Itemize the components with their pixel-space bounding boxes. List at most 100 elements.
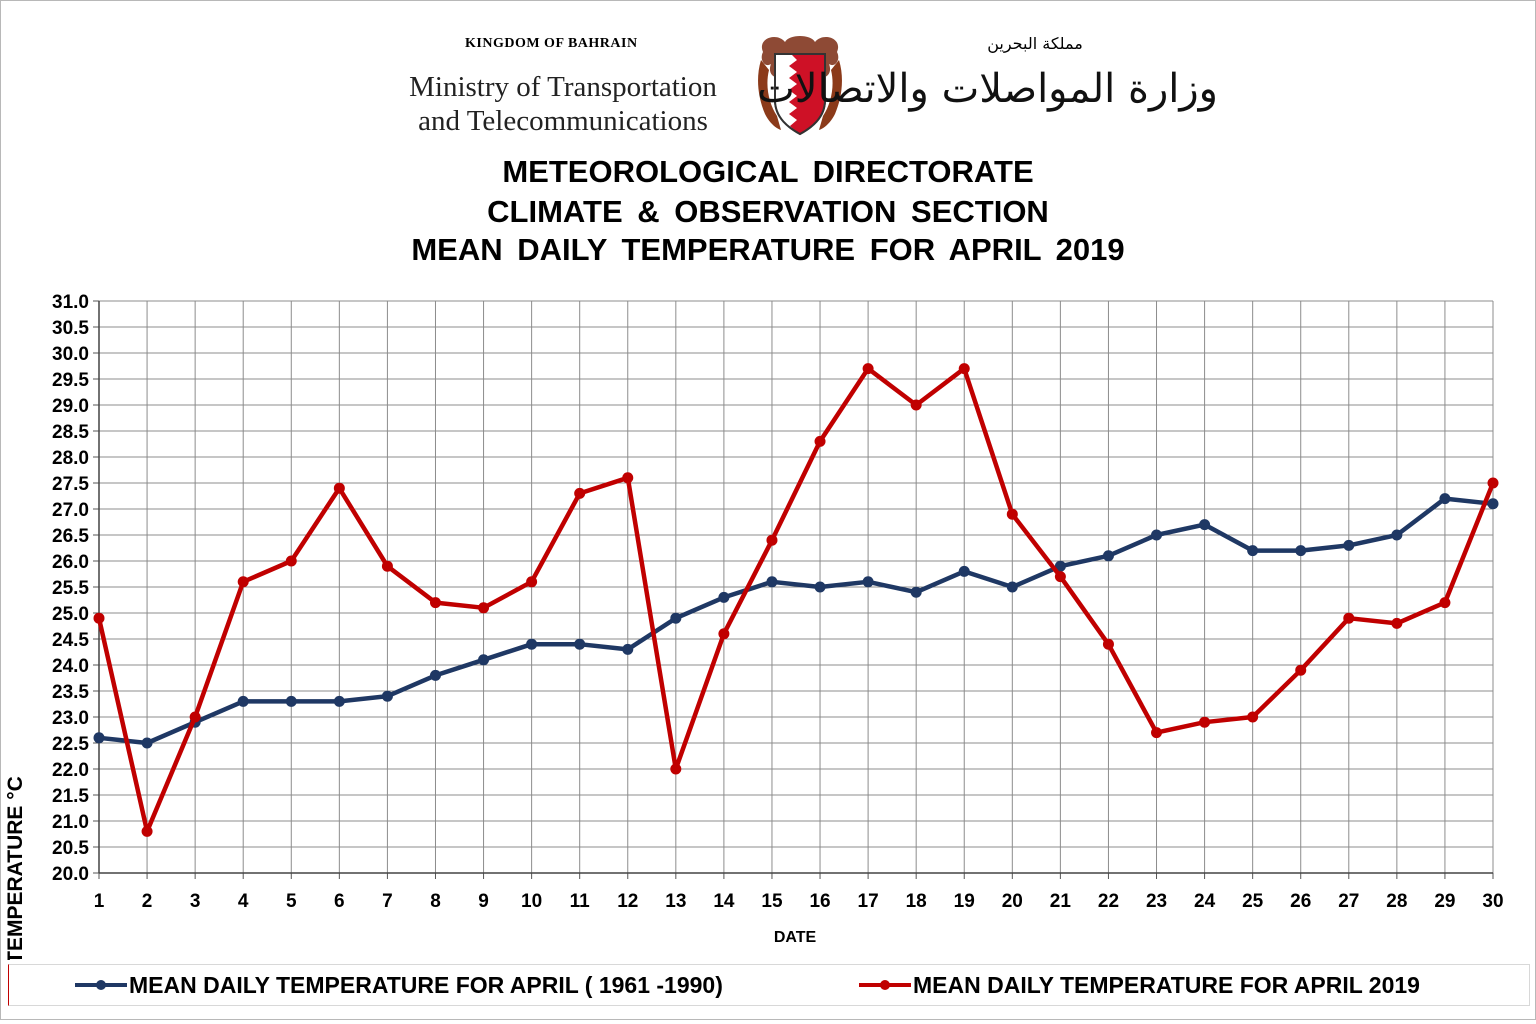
data-point [1006,581,1018,593]
chart-title-line-2: CLIMATE & OBSERVATION SECTION [487,194,1049,229]
temperature-line-chart: 20.0 20.5 21.0 21.5 22.0 22.5 23.0 23.5 24.0 24.5… [4,292,1504,960]
y-tick-label: 31.0 [52,292,89,313]
data-point [1391,529,1403,541]
y-tick-label: 21.0 [52,812,89,833]
y-tick-label: 20.5 [52,838,89,859]
legend-swatch-2019 [859,980,911,990]
y-tick-label: 30.5 [52,318,89,339]
data-point [1102,550,1114,562]
data-point [958,363,970,375]
data-point [1295,664,1307,676]
kingdom-label: KINGDOM OF BAHRAIN [465,36,638,51]
data-point [622,643,634,655]
series-line-0 [98,496,1494,746]
data-point [333,695,345,707]
x-tick-label: 18 [906,891,927,912]
x-tick-label: 9 [478,891,489,912]
x-tick-label: 14 [713,891,735,912]
series-0 [93,493,1499,749]
data-point [622,472,634,484]
data-point [285,695,297,707]
data-point [958,565,970,577]
chart-series [93,363,1499,837]
x-tick-label: 19 [954,891,975,912]
data-point [93,732,105,744]
data-point [670,763,682,775]
x-tick-label: 17 [858,891,879,912]
y-axis-label: TEMPERATURE °C [4,776,27,960]
y-tick-label: 26.0 [52,552,89,573]
data-point [1054,571,1066,583]
data-point [1343,539,1355,551]
data-point [1247,711,1259,723]
x-tick-label: 11 [570,891,591,912]
data-point [1439,493,1451,505]
x-tick-label: 27 [1338,891,1359,912]
series-1 [93,363,1499,837]
y-tick-label: 21.5 [52,786,89,807]
data-point [1343,612,1355,624]
x-tick-label: 28 [1386,891,1407,912]
data-point [862,576,874,588]
x-tick-label: 6 [334,891,345,912]
data-point [1151,727,1163,739]
data-point [237,576,249,588]
y-tick-label: 27.0 [52,500,89,521]
y-tick-label: 22.5 [52,734,89,755]
y-tick-label: 28.0 [52,448,89,469]
data-point [1199,716,1211,728]
data-point [718,628,730,640]
y-tick-label: 24.5 [52,630,89,651]
data-point [237,695,249,707]
data-point [862,363,874,375]
data-point [1006,508,1018,520]
legend-label-2019: MEAN DAILY TEMPERATURE FOR APRIL 2019 [913,971,1420,998]
x-tick-label: 12 [617,891,638,912]
x-tick-label: 10 [521,891,542,912]
y-tick-label: 26.5 [52,526,89,547]
data-point [1054,560,1066,572]
data-point [1102,638,1114,650]
y-tick-label: 28.5 [52,422,89,443]
data-point [1151,529,1163,541]
data-point [429,669,441,681]
ministry-name-line-2: and Telecommunications [418,105,708,137]
data-point [526,638,538,650]
data-point [1391,617,1403,629]
y-tick-label: 29.5 [52,370,89,391]
data-point [141,825,153,837]
data-point [1295,545,1307,557]
x-tick-label: 3 [190,891,201,912]
x-tick-label: 29 [1434,891,1455,912]
data-point [574,487,586,499]
x-tick-label: 7 [382,891,393,912]
data-point [526,576,538,588]
y-tick-label: 22.0 [52,760,89,781]
legend-label-normal: MEAN DAILY TEMPERATURE FOR APRIL ( 1961 … [129,971,723,998]
x-tick-label: 5 [286,891,297,912]
data-point [429,597,441,609]
arabic-ministry-name: وزارة المواصلات والاتصالات [757,66,1218,112]
chart-title-line-1: METEOROLOGICAL DIRECTORATE [502,154,1034,189]
x-tick-label: 23 [1146,891,1167,912]
series-line-1 [96,366,1496,834]
x-tick-label: 1 [94,891,105,912]
data-point [381,690,393,702]
data-point [381,560,393,572]
chart-grid [98,300,1494,874]
data-point [478,654,490,666]
legend-item-normal: MEAN DAILY TEMPERATURE FOR APRIL ( 1961 … [73,965,723,1005]
data-point [766,576,778,588]
ministry-name-line-1: Ministry of Transportation [409,71,717,103]
ministry-name: Ministry of Transportation and Telecommu… [388,70,738,138]
data-point [1247,545,1259,557]
data-point [910,586,922,598]
y-tick-label: 23.0 [52,708,89,729]
x-tick-label: 16 [809,891,830,912]
data-point [1487,498,1499,510]
x-tick-label: 30 [1482,891,1503,912]
data-point [333,482,345,494]
x-tick-label: 15 [761,891,783,912]
data-point [285,555,297,567]
data-point [910,399,922,411]
